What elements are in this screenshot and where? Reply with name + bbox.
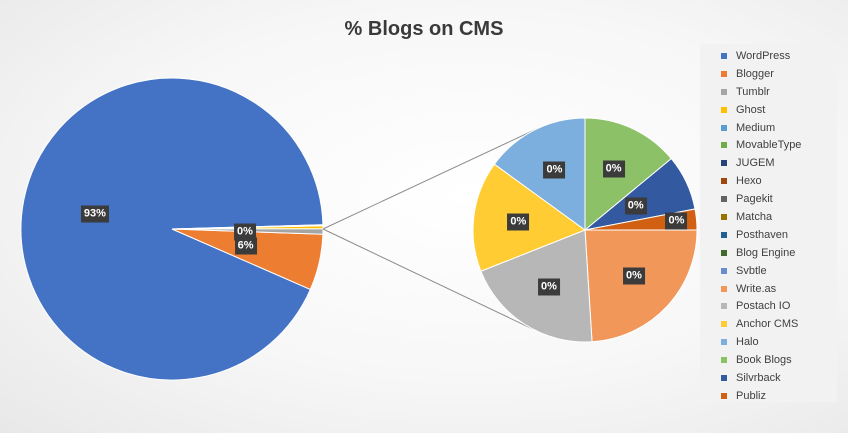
legend-item: Halo xyxy=(700,333,837,351)
legend-item: Book Blogs xyxy=(700,351,837,369)
legend-item: Posthaven xyxy=(700,226,837,244)
secondary-pie-label-halo: 0% xyxy=(543,161,566,179)
secondary-pie-label-postach-io: 0% xyxy=(538,278,560,296)
secondary-pie-label-write-as: 0% xyxy=(623,267,645,285)
secondary-pie-slice-postach-io xyxy=(480,229,593,343)
legend-swatch xyxy=(721,213,727,220)
legend-item: Medium xyxy=(700,119,837,137)
legend-swatch xyxy=(721,357,727,364)
secondary-pie-label-publiz: 0% xyxy=(665,212,688,230)
connector-line-bottom xyxy=(322,228,533,330)
main-pie-label-wordpress: 93% xyxy=(80,205,109,223)
secondary-pie-slice-book-blogs xyxy=(584,117,673,232)
legend-label: Svbtle xyxy=(736,264,767,277)
legend-label: Matcha xyxy=(736,210,773,223)
legend-swatch xyxy=(721,374,727,381)
legend-item: Tumblr xyxy=(700,83,837,101)
legend-item: Blogger xyxy=(700,65,837,83)
main-pie-label-other: 0% xyxy=(234,223,256,241)
legend-label: WordPress xyxy=(736,49,791,62)
legend-swatch xyxy=(721,52,727,59)
main-pie-label-blogger: 6% xyxy=(234,237,257,255)
secondary-pie-slice-halo xyxy=(493,117,586,231)
legend-label: Book Blogs xyxy=(736,354,792,367)
secondary-pie-label-silvrback: 0% xyxy=(624,197,647,215)
legend-label: Anchor CMS xyxy=(736,318,799,331)
legend-swatch xyxy=(721,231,727,238)
legend-item: Matcha xyxy=(700,208,837,226)
legend-item: MovableType xyxy=(700,136,837,154)
legend-swatch xyxy=(721,178,727,185)
legend-item: Write.as xyxy=(700,280,837,298)
legend-item: Publiz xyxy=(700,387,837,405)
legend-item: JUGEM xyxy=(700,154,837,172)
legend-swatch xyxy=(721,303,727,310)
connector-line-top xyxy=(322,128,538,230)
legend-swatch xyxy=(721,196,727,203)
legend-swatch xyxy=(721,124,727,131)
secondary-pie-slice-write-as xyxy=(584,229,698,343)
legend-item: Blog Engine xyxy=(700,244,837,262)
legend-swatch xyxy=(721,267,727,274)
legend-item: Pagekit xyxy=(700,190,837,208)
legend-item: Ghost xyxy=(700,101,837,119)
secondary-pie-label-anchor-cms: 0% xyxy=(507,213,530,231)
legend-swatch xyxy=(721,160,727,167)
legend-swatch xyxy=(721,142,727,149)
legend-label: JUGEM xyxy=(736,157,775,170)
legend-item: Hexo xyxy=(700,172,837,190)
legend-item: WordPress xyxy=(700,47,837,65)
legend-item: Silvrback xyxy=(700,369,837,387)
legend-swatch xyxy=(721,285,727,292)
legend-label: Posthaven xyxy=(736,228,788,241)
legend-item: Svbtle xyxy=(700,262,837,280)
secondary-pie-label-book-blogs: 0% xyxy=(602,160,625,178)
legend-label: Ghost xyxy=(736,103,766,116)
legend-swatch xyxy=(721,392,727,399)
legend-swatch xyxy=(721,88,727,95)
legend-swatch xyxy=(721,106,727,113)
legend-label: Tumblr xyxy=(736,85,770,98)
legend-label: Halo xyxy=(736,336,759,349)
legend-label: Pagekit xyxy=(736,193,773,206)
legend-label: Medium xyxy=(736,121,776,134)
legend-label: MovableType xyxy=(736,139,802,152)
legend-label: Blog Engine xyxy=(736,246,796,259)
legend-swatch xyxy=(721,70,727,77)
legend-label: Postach IO xyxy=(736,300,791,313)
legend: WordPress Blogger Tumblr Ghost Medium Movable… xyxy=(700,44,837,402)
legend-swatch xyxy=(721,249,727,256)
legend-swatch xyxy=(721,321,727,328)
legend-item: Anchor CMS xyxy=(700,315,837,333)
chart-title: % Blogs on CMS xyxy=(344,18,504,40)
legend-swatch xyxy=(721,339,727,346)
legend-label: Publiz xyxy=(736,389,766,402)
legend-label: Silvrback xyxy=(736,371,781,384)
legend-label: Blogger xyxy=(736,67,774,80)
legend-label: Write.as xyxy=(736,282,777,295)
legend-label: Hexo xyxy=(736,175,762,188)
legend-item: Postach IO xyxy=(700,297,837,315)
